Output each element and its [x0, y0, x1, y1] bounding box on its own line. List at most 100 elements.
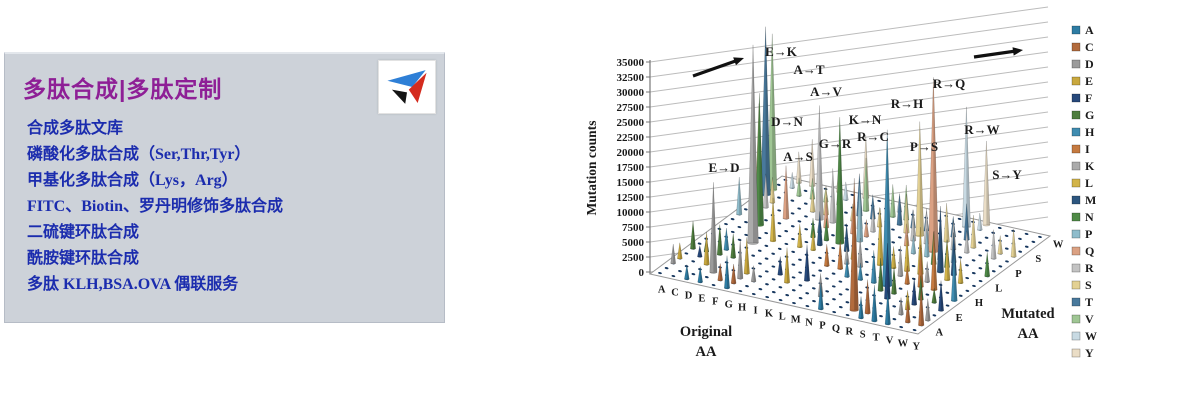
legend-item: F [1071, 91, 1092, 105]
legend-swatch-icon [1071, 25, 1081, 35]
spike [997, 235, 1003, 255]
legend-label: R [1085, 261, 1094, 275]
spike [677, 242, 683, 260]
spike [863, 219, 870, 238]
spike [931, 288, 937, 304]
spike [1010, 228, 1017, 258]
legend-item: T [1071, 295, 1093, 309]
spike [724, 255, 730, 290]
legend-swatch-icon [1071, 195, 1081, 205]
x-tick-label: C [671, 288, 679, 299]
y-axis-title: Mutation counts [584, 121, 599, 216]
spike [984, 252, 991, 278]
service-list: 合成多肽文库磷酸化多肽合成（Ser,Thr,Tyr） 甲基化多肽合成（Lys，Ar… [27, 116, 283, 298]
service-item[interactable]: FITC、Biotin、罗丹明修饰多肽合成 [27, 198, 284, 215]
spike [870, 250, 877, 284]
legend-label: L [1085, 176, 1093, 190]
legend-item: N [1071, 210, 1094, 224]
spike [889, 184, 896, 218]
legend-item: I [1071, 142, 1090, 156]
x-tick-label: P [819, 321, 826, 332]
spike [896, 193, 903, 226]
spike [703, 231, 710, 266]
legend-swatch-icon [1071, 93, 1081, 103]
mutation-annotation: P→S [910, 139, 938, 154]
spike [918, 286, 925, 327]
spike [849, 178, 859, 312]
x-tick-label: R [846, 327, 854, 338]
spike [670, 244, 676, 265]
x-tick-label: Q [832, 324, 840, 335]
legend-item: R [1071, 261, 1094, 275]
legend-swatch-icon [1071, 263, 1081, 273]
legend-label: P [1085, 227, 1092, 241]
spike [870, 207, 876, 233]
trend-arrow-left-icon [692, 57, 744, 78]
legend-label: T [1085, 295, 1093, 309]
spike [905, 300, 911, 324]
mutation-annotation: K→N [849, 112, 882, 127]
spike [876, 207, 884, 267]
spike [844, 245, 850, 265]
spike [857, 262, 864, 281]
legend-label: I [1085, 142, 1090, 156]
depth-tick-label: E [956, 313, 963, 324]
spike [884, 290, 891, 326]
spike [747, 44, 759, 245]
spike [871, 285, 878, 323]
spike [923, 228, 930, 258]
spike [837, 239, 844, 270]
spike [717, 263, 723, 282]
x-tick-label: E [698, 294, 705, 305]
x-tick-label: G [725, 300, 733, 311]
spike [964, 230, 970, 254]
spike [743, 237, 750, 275]
y-tick-label: 10000 [617, 207, 645, 219]
service-item[interactable]: 酰胺键环肽合成 [27, 250, 140, 267]
x-tick-label: L [779, 312, 786, 323]
mutation-spikes [670, 26, 1017, 327]
x-tick-label: W [898, 339, 909, 350]
spike [709, 182, 718, 274]
spike [697, 245, 703, 258]
service-item[interactable]: 甲基化多肽合成（Lys，Arg） [27, 172, 238, 189]
service-item[interactable]: 磷酸化多肽合成（Ser,Thr,Tyr） [27, 146, 251, 163]
spike [944, 240, 951, 282]
legend-swatch-icon [1071, 76, 1081, 86]
legend-swatch-icon [1071, 161, 1081, 171]
legend-swatch-icon [1071, 127, 1081, 137]
spike [903, 234, 911, 273]
y-tick-label: 32500 [617, 72, 645, 84]
y-tick-label: 22500 [617, 132, 645, 144]
spike [898, 297, 904, 316]
spike [690, 220, 696, 250]
y-axis-ticks: 0 2500 5000 7500 10000 12500 15000 17500 20000 22… [617, 57, 651, 279]
legend-item: S [1071, 278, 1092, 292]
legend-item: C [1071, 40, 1094, 54]
y-tick-label: 12500 [617, 192, 645, 204]
service-item[interactable]: 合成多肽文库 [27, 120, 124, 137]
x-tick-label: N [805, 318, 813, 329]
x-tick-label: V [886, 336, 894, 347]
trend-arrow-right-icon [973, 47, 1023, 59]
legend-swatch-icon [1071, 212, 1081, 222]
legend-label: D [1085, 57, 1094, 71]
x-tick-label: Y [913, 342, 921, 353]
y-tick-label: 27500 [617, 102, 645, 114]
service-item[interactable]: 二硫键环肽合成 [27, 224, 140, 241]
y-tick-label: 17500 [617, 162, 645, 174]
service-item[interactable]: 多肽 KLH,BSA.OVA 偶联服务 [27, 276, 239, 293]
spike [754, 93, 764, 227]
y-tick-label: 25000 [617, 117, 645, 129]
spike [928, 77, 939, 254]
legend-label: Y [1085, 346, 1094, 360]
mutation-annotation: G→R [819, 136, 852, 151]
spike [817, 282, 824, 311]
depth-axis-title: Mutated AA [1001, 306, 1054, 342]
spike [809, 189, 816, 213]
legend-item: H [1071, 125, 1095, 139]
x-tick-label: H [738, 303, 746, 314]
spike [911, 278, 918, 306]
spike [796, 177, 802, 197]
